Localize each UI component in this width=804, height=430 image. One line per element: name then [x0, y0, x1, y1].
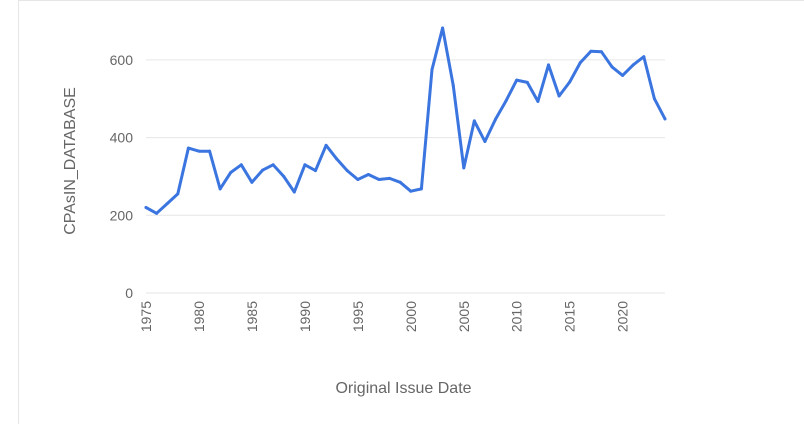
data-point [652, 97, 656, 101]
data-point [462, 166, 466, 170]
data-point [155, 211, 159, 215]
data-point [494, 117, 498, 121]
data-point [313, 169, 317, 173]
data-point [229, 171, 233, 175]
data-point [144, 206, 148, 210]
data-point [345, 169, 349, 173]
data-point [377, 178, 381, 182]
line-chart: 0 200 400 600 1975 1980 1985 1990 1995 2000 2005 2… [62, 26, 667, 397]
data-point [621, 73, 625, 77]
data-point [430, 68, 434, 72]
data-point [186, 146, 190, 150]
x-tick-label: 2005 [456, 301, 472, 332]
y-axis-ticks: 0 200 400 600 [110, 52, 134, 301]
x-tick-label: 2015 [562, 301, 578, 332]
data-point [441, 26, 445, 30]
data-point [525, 80, 529, 84]
data-point [197, 149, 201, 153]
data-point [557, 94, 561, 98]
chart-container: 0 200 400 600 1975 1980 1985 1990 1995 2000 2005 2… [18, 0, 804, 424]
data-point [409, 189, 413, 193]
data-point [568, 80, 572, 84]
data-point [610, 65, 614, 69]
x-tick-label: 2010 [509, 301, 525, 332]
data-point [239, 163, 243, 167]
series-layer [144, 26, 667, 215]
data-point [165, 202, 169, 206]
data-point [271, 163, 275, 167]
data-point [356, 178, 360, 182]
y-tick-label: 200 [110, 207, 134, 223]
y-tick-label: 0 [125, 285, 133, 301]
y-tick-label: 600 [110, 52, 134, 68]
x-axis-title: Original Issue Date [335, 380, 471, 397]
data-point [451, 83, 455, 87]
data-point [483, 139, 487, 143]
data-point [515, 78, 519, 82]
data-point [335, 157, 339, 161]
data-point [398, 180, 402, 184]
data-point [419, 187, 423, 191]
data-point [472, 119, 476, 123]
x-tick-label: 1985 [244, 301, 260, 332]
data-point [366, 172, 370, 176]
gridlines [146, 59, 665, 294]
data-point [292, 190, 296, 194]
data-point [589, 49, 593, 53]
data-point [218, 187, 222, 191]
data-point [303, 163, 307, 167]
data-point [631, 63, 635, 67]
y-tick-label: 400 [110, 130, 134, 146]
data-point [504, 99, 508, 103]
data-point [546, 63, 550, 67]
x-tick-label: 1980 [191, 301, 207, 332]
data-point [388, 176, 392, 180]
data-point [599, 50, 603, 54]
x-tick-label: 2020 [615, 301, 631, 332]
series-line [144, 26, 667, 215]
data-point [324, 143, 328, 147]
x-tick-label: 2000 [403, 301, 419, 332]
x-tick-label: 1975 [138, 301, 154, 332]
data-point [663, 117, 667, 121]
data-point [282, 174, 286, 178]
x-axis-ticks: 1975 1980 1985 1990 1995 2000 2005 2010 2015 2020 [138, 301, 631, 332]
data-point [578, 61, 582, 65]
x-tick-label: 1995 [350, 301, 366, 332]
data-point [536, 99, 540, 103]
data-point [250, 180, 254, 184]
data-point [642, 55, 646, 59]
y-axis-title: CPAsIN_DATABASE [62, 87, 79, 235]
data-point [176, 192, 180, 196]
data-point [208, 149, 212, 153]
x-tick-label: 1990 [297, 301, 313, 332]
data-point [261, 168, 265, 172]
